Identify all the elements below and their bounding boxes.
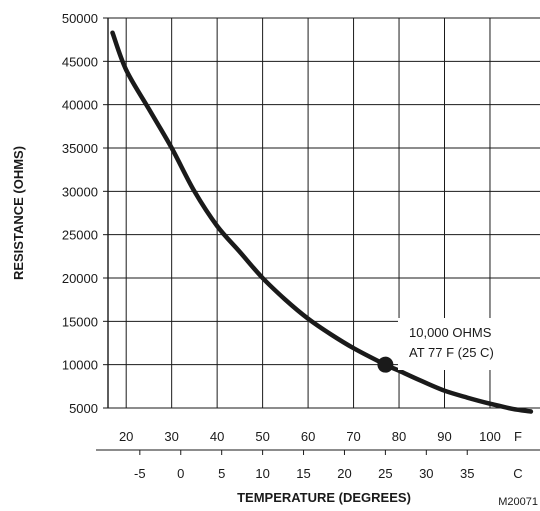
- x-tick-label-f: 60: [301, 429, 315, 444]
- x-tick-label-f: 40: [210, 429, 224, 444]
- x-tick-label-f: 70: [346, 429, 360, 444]
- y-tick-label: 30000: [62, 184, 98, 199]
- y-tick-label: 25000: [62, 228, 98, 243]
- resistance-curve: [110, 30, 534, 414]
- y-tick-labels: 5000 10000 15000 20000 25000 30000 35000 40000 4…: [62, 11, 108, 416]
- x-tick-label-c: 30: [419, 466, 433, 481]
- annotation-line-1: 10,000 OHMS: [409, 325, 492, 340]
- x-tick-label-c: 0: [177, 466, 184, 481]
- y-tick-label: 5000: [69, 401, 98, 416]
- y-tick-label: 15000: [62, 314, 98, 329]
- x-tick-label-f: 90: [437, 429, 451, 444]
- x-unit-label-c: C: [513, 466, 522, 481]
- y-tick-label: 45000: [62, 54, 98, 69]
- highlight-point: [377, 356, 394, 373]
- x-tick-label-f: 100: [479, 429, 501, 444]
- annotation-line-2: AT 77 F (25 C): [409, 345, 494, 360]
- x-tick-label-f: 50: [255, 429, 269, 444]
- x-unit-label-f: F: [514, 429, 522, 444]
- x-axis-label: TEMPERATURE (DEGREES): [237, 490, 411, 505]
- curve-layer: [110, 30, 534, 414]
- x-tick-label-c: 25: [378, 466, 392, 481]
- y-tick-label: 10000: [62, 358, 98, 373]
- annotation-box: [398, 318, 540, 370]
- x-tick-label-c: 20: [337, 466, 351, 481]
- x-tick-label-c: 35: [460, 466, 474, 481]
- x-tick-label-f: 80: [392, 429, 406, 444]
- x-tick-label-c: 10: [255, 466, 269, 481]
- x-tick-label-c: 15: [296, 466, 310, 481]
- y-tick-label: 20000: [62, 271, 98, 286]
- y-tick-label: 40000: [62, 98, 98, 113]
- figure-code: M20071: [498, 496, 538, 508]
- x-tick-label-c: -5: [134, 466, 146, 481]
- x-tick-label-f: 30: [164, 429, 178, 444]
- y-axis-label: RESISTANCE (OHMS): [11, 146, 26, 280]
- y-tick-label: 35000: [62, 141, 98, 156]
- x-tick-label-c: 5: [218, 466, 225, 481]
- y-tick-label: 50000: [62, 11, 98, 26]
- x-tick-label-f: 20: [119, 429, 133, 444]
- x-axes: 20 30 40 50 60 70 80 90 100 -5 0 5 10 15 20 25 30 35 F C: [96, 429, 540, 481]
